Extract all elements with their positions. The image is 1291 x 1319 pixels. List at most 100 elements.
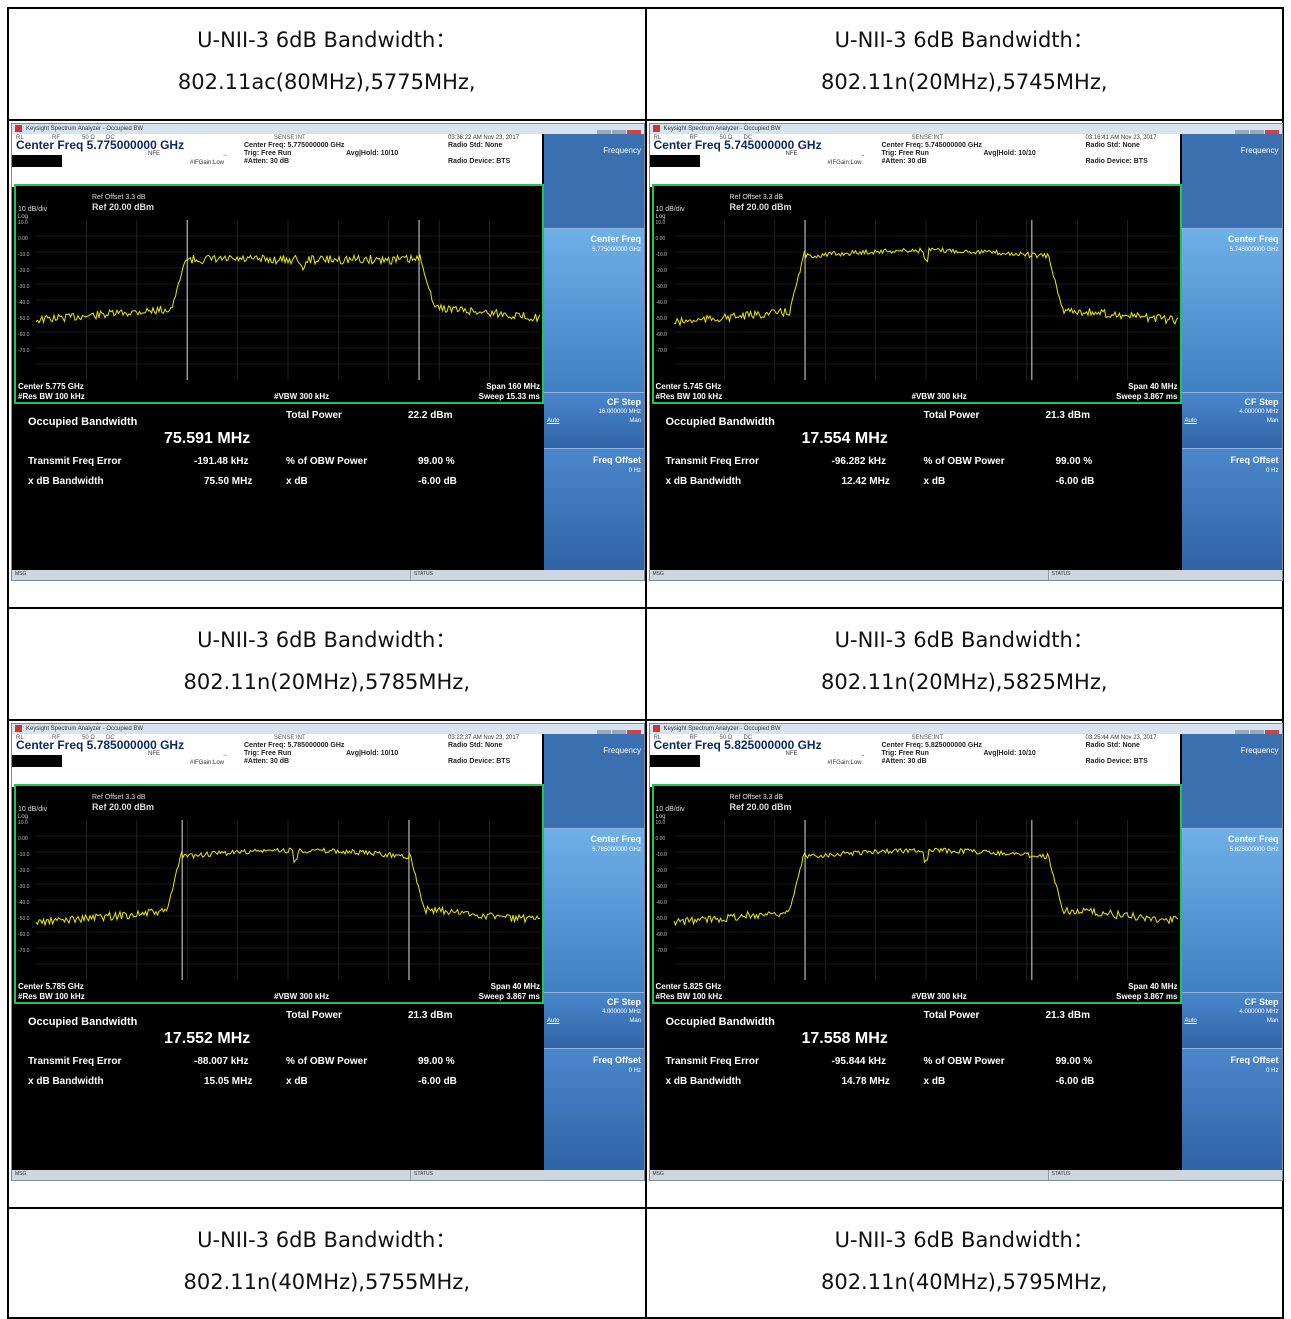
sense-indicator: SENSE:INT: [911, 735, 944, 741]
obw-label: Occupied Bandwidth: [665, 416, 775, 428]
screenshot-cell: Keysight Spectrum Analyzer - Occupied BW…: [644, 119, 1284, 609]
obw-label: Occupied Bandwidth: [28, 416, 138, 428]
sweep-label: Sweep 3.867 ms: [478, 992, 540, 1001]
status-bar: MSG STATUS: [12, 570, 644, 580]
app-icon: [652, 725, 660, 732]
total-power-value: 21.3 dBm: [1045, 1010, 1090, 1021]
cf-step-softkey[interactable]: CF Step 16.000000 MHz Auto Man: [544, 392, 644, 449]
app-icon: [15, 725, 22, 732]
obw-value: 75.591 MHz: [164, 430, 251, 447]
y-tick-label: -10.0: [655, 252, 667, 258]
spectrum-trace: [673, 847, 1178, 927]
nfe-indicator: NFE: [148, 751, 160, 757]
report-table: U-NII-3 6dB Bandwidth： 802.11ac(80MHz),5…: [7, 7, 1284, 1319]
y-tick-label: -20.0: [655, 268, 667, 274]
atten-info: #Atten: 30 dB: [881, 758, 927, 765]
xdb-value: -6.00 dB: [1055, 476, 1095, 487]
trig-info: Trig: Free Run: [244, 750, 292, 757]
status-strip: RL RF 50 Ω DC SENSE:INT 03:25:44 AM Nov …: [649, 734, 1180, 745]
obw-power-label: % of OBW Power: [923, 456, 1005, 467]
spectrum-plot: [36, 820, 540, 980]
center-label: Center 5.785 GHz: [18, 982, 84, 991]
window-titlebar: Keysight Spectrum Analyzer - Occupied BW: [649, 124, 1282, 138]
center-freq-softkey-label: Center Freq: [590, 234, 641, 244]
center-freq-softkey[interactable]: Center Freq 5.825000000 GHz: [1181, 828, 1282, 993]
vbw-label: #VBW 300 kHz: [911, 392, 967, 401]
spectrum-graph: Ref Offset 3.3 dB Ref 20.00 dBm 10 dB/di…: [651, 184, 1182, 404]
measurement-results: Occupied Bandwidth 17.552 MHz Total Powe…: [14, 1006, 540, 1152]
msg-label: MSG: [15, 571, 27, 577]
radio-std: Radio Std: None: [448, 742, 503, 749]
y-tick-label: -30.0: [655, 884, 667, 890]
sense-indicator: SENSE:INT: [274, 135, 306, 141]
spectrum-trace: [36, 253, 540, 325]
freq-offset-softkey[interactable]: Freq Offset 0 Hz: [1181, 1048, 1282, 1171]
y-tick-label: -50.0: [655, 916, 667, 922]
cf-step-man[interactable]: Man: [629, 418, 641, 424]
cf-step-value: 4.000000 MHz: [1239, 409, 1279, 415]
freq-offset-softkey[interactable]: Freq Offset 0 Hz: [544, 1048, 644, 1171]
res-bw-label: #Res BW 100 kHz: [655, 392, 723, 401]
measurement-header: Center Freq 5.745000000 GHz NFE #IFGain:…: [649, 138, 1180, 187]
log-scale: Log: [655, 814, 666, 820]
y-tick-label: -30.0: [655, 284, 667, 290]
status-bar: MSG STATUS: [649, 1170, 1282, 1180]
ifgain-indicator: #IFGain:Low: [827, 160, 862, 166]
cf-step-auto[interactable]: Auto: [547, 418, 560, 424]
cf-step-softkey[interactable]: CF Step 4.000000 MHz Auto Man: [1181, 392, 1282, 449]
radio-std: Radio Std: None: [448, 142, 503, 149]
res-bw-label: #Res BW 100 kHz: [655, 992, 723, 1001]
cf-step-auto[interactable]: Auto: [1184, 1018, 1197, 1024]
measurement-results: Occupied Bandwidth 17.554 MHz Total Powe…: [652, 406, 1178, 552]
y-tick-label: -70.0: [18, 348, 30, 354]
caption-cell: U-NII-3 6dB Bandwidth： 802.11n(40MHz),57…: [7, 1207, 647, 1319]
atten-info: #Atten: 30 dB: [244, 758, 290, 765]
center-freq-title[interactable]: Center Freq 5.825000000 GHz: [653, 738, 822, 752]
center-freq-title[interactable]: Center Freq 5.745000000 GHz: [653, 138, 822, 152]
total-power-label: Total Power: [286, 1010, 342, 1021]
caption-mode: 802.11n(20MHz),5745MHz,: [820, 70, 1108, 94]
sweep-label: Sweep 3.867 ms: [1116, 992, 1178, 1001]
status-bar: MSG STATUS: [649, 570, 1282, 580]
setup-info: Center Freq: 5.825000000 GHz Trig: Free …: [882, 742, 982, 766]
tfe-value: -191.48 kHz: [194, 456, 249, 467]
center-freq-softkey[interactable]: Center Freq 5.785000000 GHz: [544, 828, 644, 993]
y-tick-label: -60.0: [18, 932, 30, 938]
center-freq-softkey[interactable]: Center Freq 5.745000000 GHz: [1181, 228, 1282, 393]
cf-step-man[interactable]: Man: [629, 1018, 641, 1024]
cf-step-softkey[interactable]: CF Step 4.000000 MHz Auto Man: [1181, 992, 1282, 1049]
cf-step-man[interactable]: Man: [1266, 1018, 1279, 1024]
xdb-label: x dB: [286, 1076, 308, 1087]
center-freq-softkey-label: Center Freq: [590, 834, 641, 844]
measurement-header: Center Freq 5.785000000 GHz NFE #IFGain:…: [12, 738, 542, 787]
center-freq-softkey-label: Center Freq: [1227, 234, 1279, 244]
total-power-label: Total Power: [286, 410, 342, 421]
screenshot-cell: Keysight Spectrum Analyzer - Occupied BW…: [7, 119, 647, 609]
spectrum-plot: [673, 220, 1178, 380]
cf-step-man[interactable]: Man: [1266, 418, 1279, 424]
cf-step-softkey[interactable]: CF Step 4.000000 MHz Auto Man: [544, 992, 644, 1049]
softkey-panel: Frequency Center Freq 5.745000000 GHz CF…: [1181, 134, 1282, 571]
cf-step-auto[interactable]: Auto: [1184, 418, 1197, 424]
center-freq-softkey[interactable]: Center Freq 5.775000000 GHz: [544, 228, 644, 393]
center-freq-title[interactable]: Center Freq 5.785000000 GHz: [16, 738, 185, 752]
trigger-arrow-icon: →: [222, 752, 228, 758]
sweep-label: Sweep 15.33 ms: [478, 392, 540, 401]
cf-step-label: CF Step: [606, 997, 641, 1007]
center-freq-title[interactable]: Center Freq 5.775000000 GHz: [16, 138, 185, 152]
xdb-value: -6.00 dB: [1055, 1076, 1095, 1087]
avg-hold: Avg|Hold: 10/10: [346, 150, 399, 157]
vbw-label: #VBW 300 kHz: [274, 392, 330, 401]
y-tick-label: -40.0: [655, 900, 667, 906]
obw-power-label: % of OBW Power: [923, 1056, 1005, 1067]
freq-offset-softkey[interactable]: Freq Offset 0 Hz: [544, 448, 644, 571]
timestamp: 03:16:41 AM Nov 23, 2017: [1085, 135, 1157, 141]
status-bar: MSG STATUS: [12, 1170, 644, 1180]
nfe-indicator: NFE: [148, 151, 160, 157]
frequency-menu-label: Frequency: [603, 746, 641, 755]
cf-step-value: 4.000000 MHz: [1239, 1009, 1279, 1015]
frequency-menu-label: Frequency: [603, 146, 641, 155]
freq-offset-softkey[interactable]: Freq Offset 0 Hz: [1181, 448, 1282, 571]
cf-step-auto[interactable]: Auto: [547, 1018, 560, 1024]
trig-info: Trig: Free Run: [244, 150, 292, 157]
